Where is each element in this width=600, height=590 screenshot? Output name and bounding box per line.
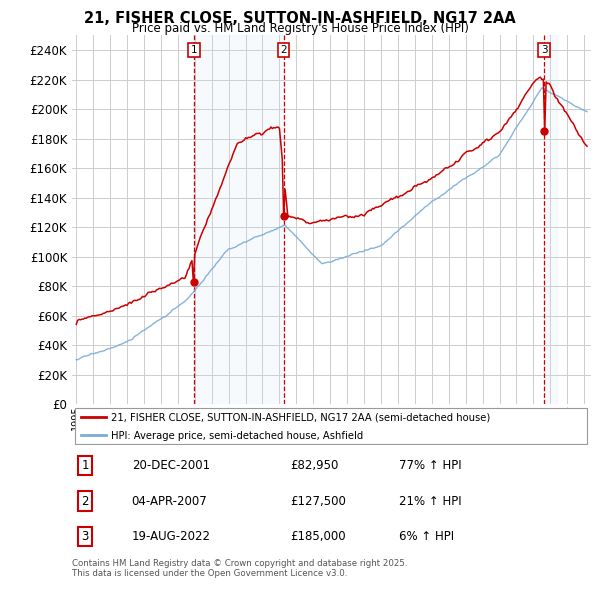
Text: 2: 2 [81,494,89,507]
Text: This data is licensed under the Open Government Licence v3.0.: This data is licensed under the Open Gov… [72,569,347,578]
Text: 21, FISHER CLOSE, SUTTON-IN-ASHFIELD, NG17 2AA (semi-detached house): 21, FISHER CLOSE, SUTTON-IN-ASHFIELD, NG… [111,412,490,422]
Text: £185,000: £185,000 [290,530,346,543]
Text: Price paid vs. HM Land Registry's House Price Index (HPI): Price paid vs. HM Land Registry's House … [131,22,469,35]
Text: 1: 1 [191,45,197,55]
Bar [194,35,284,404]
Text: 2: 2 [280,45,287,55]
Text: 21, FISHER CLOSE, SUTTON-IN-ASHFIELD, NG17 2AA: 21, FISHER CLOSE, SUTTON-IN-ASHFIELD, NG… [84,11,516,25]
Text: 3: 3 [81,530,89,543]
Text: 20-DEC-2001: 20-DEC-2001 [131,459,210,472]
Text: £127,500: £127,500 [290,494,346,507]
Text: £82,950: £82,950 [290,459,338,472]
Text: 6% ↑ HPI: 6% ↑ HPI [399,530,454,543]
Bar [544,35,557,404]
FancyBboxPatch shape [74,408,587,444]
Text: Contains HM Land Registry data © Crown copyright and database right 2025.: Contains HM Land Registry data © Crown c… [72,559,407,568]
Text: HPI: Average price, semi-detached house, Ashfield: HPI: Average price, semi-detached house,… [111,431,363,441]
Text: 1: 1 [81,459,89,472]
Text: 21% ↑ HPI: 21% ↑ HPI [399,494,461,507]
Text: 19-AUG-2022: 19-AUG-2022 [131,530,211,543]
Text: 77% ↑ HPI: 77% ↑ HPI [399,459,461,472]
Text: 04-APR-2007: 04-APR-2007 [131,494,208,507]
Text: 3: 3 [541,45,547,55]
